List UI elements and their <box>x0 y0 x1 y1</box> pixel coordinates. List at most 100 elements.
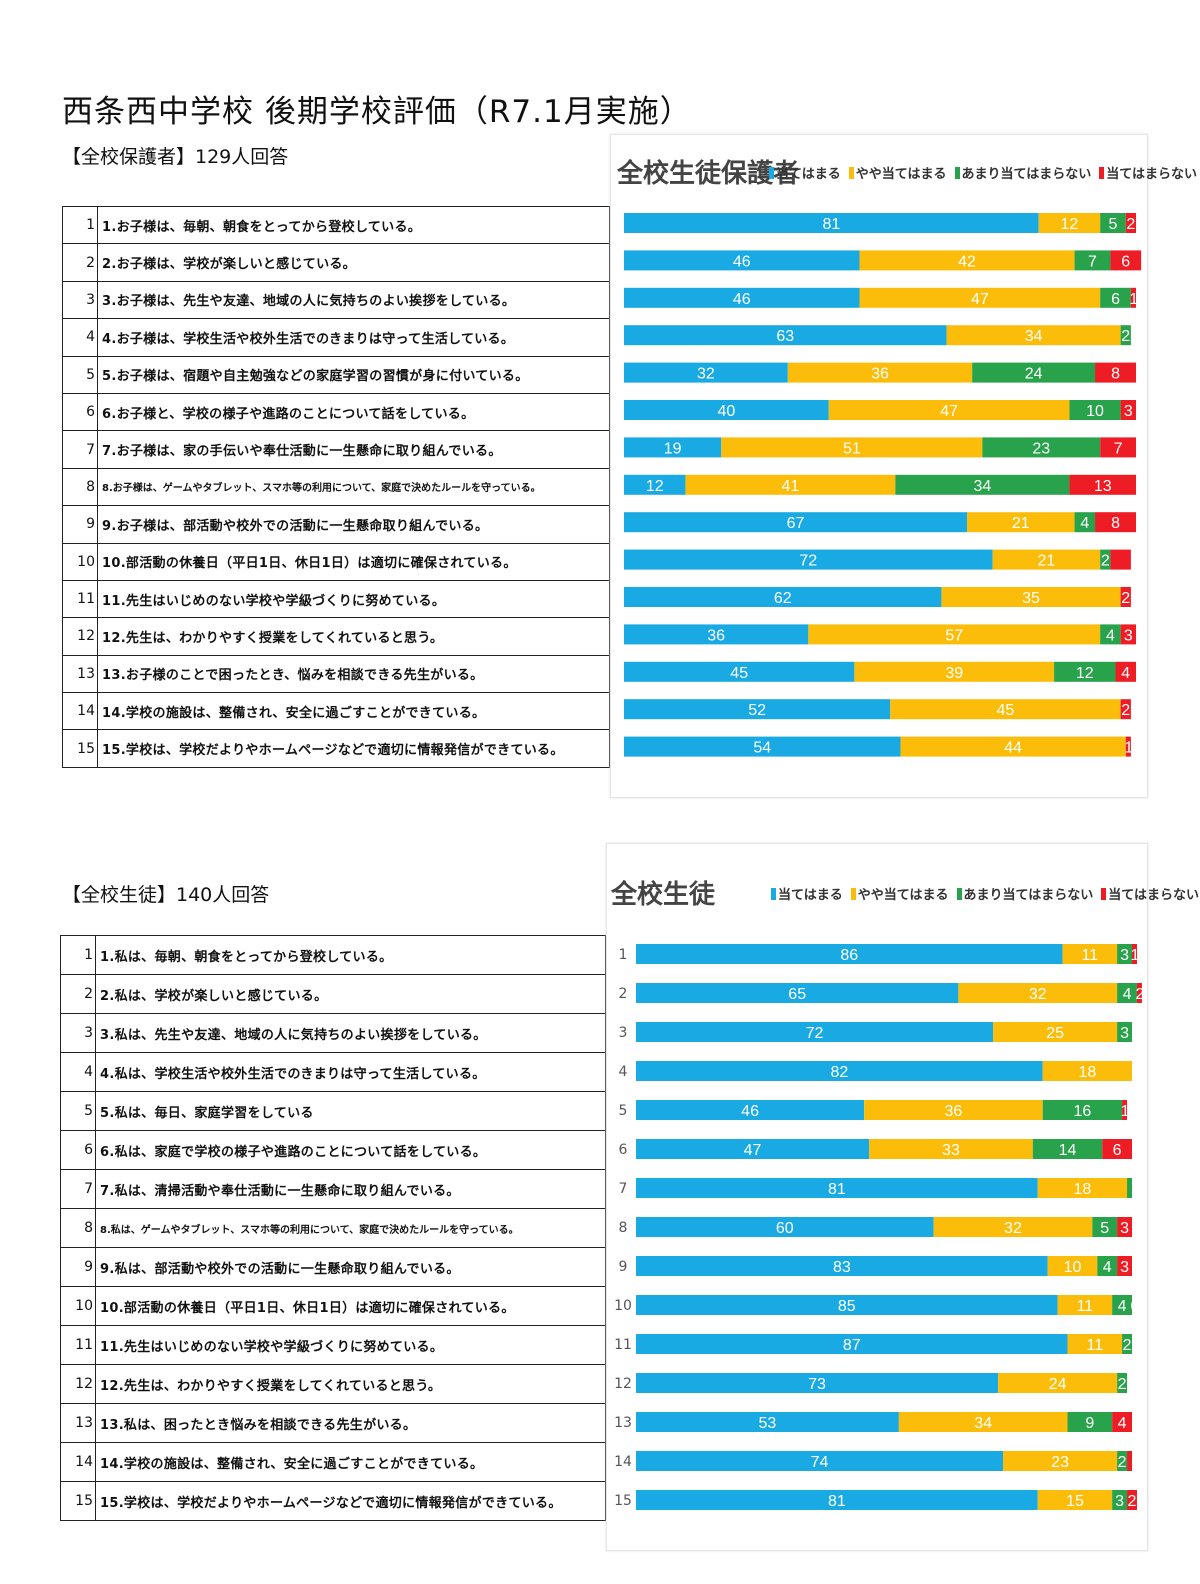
category-label: 11 <box>614 1337 632 1353</box>
bar-segment <box>1092 1217 1118 1237</box>
data-label: 14 <box>1059 1142 1077 1159</box>
category-label: 9 <box>619 1259 628 1275</box>
bar-segment <box>1042 1061 1132 1081</box>
table-row: 15 15.学校は、学校だよりやホームページなどで適切に情報発信ができている。 <box>60 1481 606 1521</box>
data-label: 46 <box>733 253 751 270</box>
question-number: 15 <box>60 1481 96 1521</box>
question-text: 11.先生はいじめのない学校や学級づくりに努めている。 <box>97 579 610 619</box>
bar-segment <box>1067 1334 1123 1354</box>
data-label: 47 <box>744 1142 762 1159</box>
question-text: 12.先生は、わかりやすく授業をしてくれていると思う。 <box>97 617 610 656</box>
bar-segment <box>1112 1295 1132 1315</box>
bar-segment <box>1057 1295 1113 1315</box>
bar-segment <box>624 699 891 720</box>
data-label: 34 <box>1025 328 1043 345</box>
bar-segment <box>1122 1100 1128 1120</box>
question-number: 12 <box>62 617 98 656</box>
table-row: 10 10.部活動の休養日（平日1日、休日1日）は適切に確保されている。 <box>62 542 610 581</box>
data-label: 7 <box>1114 440 1123 457</box>
data-label: 18 <box>1078 1064 1096 1081</box>
table-row: 3 3.私は、先生や友達、地域の人に気持ちのよい挨拶をしている。 <box>60 1013 606 1053</box>
bar-segment <box>898 1412 1068 1432</box>
question-number: 6 <box>62 392 98 432</box>
parents-chart-svg: 81 12 5 246 42 7 646 47 6 163 34 232 36 24 840 47 10 319 5… <box>624 213 1142 757</box>
legend-label: やや当てはまる <box>855 167 947 182</box>
bar-segment <box>946 325 1121 346</box>
bar-segment <box>624 736 901 757</box>
data-label: 67 <box>787 515 805 532</box>
question-text: 2.私は、学校が楽しいと感じている。 <box>95 974 606 1014</box>
bar-segment <box>787 362 973 383</box>
data-label: 12 <box>1061 216 1079 233</box>
bar-segment <box>992 549 1101 570</box>
table-row: 14 14.学校の施設は、整備され、安全に過ごすことができている。 <box>62 692 610 731</box>
data-label: 72 <box>806 1025 824 1042</box>
parents-chart-panel: 全校生徒保護者 当てはまる やや当てはまる あまり当てはまらない 当てはまらない 81… <box>610 134 1197 798</box>
question-text: 2.お子様は、学校が楽しいと感じている。 <box>97 243 610 282</box>
table-row: 15 15.学校は、学校だよりやホームページなどで適切に情報発信ができている。 <box>62 729 610 768</box>
table-row: 8 8.私は、ゲームやタブレット、スマホ等の利用について、家庭で決めたルールを守っ… <box>60 1208 606 1248</box>
question-text: 12.先生は、わかりやすく授業をしてくれていると思う。 <box>95 1364 606 1404</box>
question-text: 6.私は、家庭で学校の様子や進路のことについて話をしている。 <box>95 1130 606 1170</box>
data-label: 2 <box>1126 216 1135 233</box>
table-row: 13 13.私は、困ったとき悩みを相談できる先生がいる。 <box>60 1403 606 1443</box>
bar-segment <box>624 587 942 607</box>
data-label: 81 <box>828 1181 846 1198</box>
bar-segment <box>859 250 1075 271</box>
question-number: 7 <box>62 430 98 469</box>
legend-swatch <box>954 166 960 179</box>
question-text: 11.先生はいじめのない学校や学級づくりに努めている。 <box>95 1325 606 1365</box>
data-label: 85 <box>838 1298 856 1315</box>
data-label: 57 <box>945 627 963 644</box>
data-label: 12 <box>1076 665 1094 682</box>
data-label: 62 <box>774 590 792 607</box>
data-label: 2 <box>1136 986 1145 1003</box>
data-label: 54 <box>753 740 771 757</box>
bar-segment <box>624 474 686 495</box>
question-text: 4.お子様は、学校生活や校外生活でのきまりは守って生活している。 <box>97 318 610 357</box>
question-text: 5.お子様は、宿題や自主勉強などの家庭学習の習慣が身に付いている。 <box>97 355 610 394</box>
table-row: 2 2.私は、学校が楽しいと感じている。 <box>60 974 606 1014</box>
bar-segment <box>828 400 1070 420</box>
bar-segment <box>636 1490 1038 1510</box>
data-label: 47 <box>971 291 989 308</box>
bar-segment <box>1127 1490 1137 1510</box>
bar-segment <box>1127 1451 1132 1471</box>
bar-segment <box>624 661 855 682</box>
bar-segment <box>1100 624 1121 645</box>
data-label: 32 <box>1029 986 1047 1003</box>
table-row: 12 12.先生は、わかりやすく授業をしてくれていると思う。 <box>60 1364 606 1404</box>
question-number: 10 <box>62 542 98 581</box>
question-number: 11 <box>62 579 98 619</box>
question-text: 7.私は、清掃活動や奉仕活動に一生懸命に取り組んでいる。 <box>95 1169 606 1209</box>
bar-segment <box>1125 213 1136 233</box>
data-label: 8 <box>1111 515 1120 532</box>
category-label: 2 <box>619 986 628 1002</box>
bar-segment <box>636 1451 1004 1471</box>
category-label: 7 <box>619 1181 628 1197</box>
category-label: 4 <box>619 1064 628 1080</box>
bar-segment <box>941 587 1121 607</box>
data-label: 86 <box>840 947 858 964</box>
data-label: 63 <box>776 328 794 345</box>
data-label: 4 <box>1118 1415 1127 1432</box>
question-text: 15.学校は、学校だよりやホームページなどで適切に情報発信ができている。 <box>95 1481 606 1521</box>
category-label: 15 <box>614 1493 632 1509</box>
bar-segment <box>1117 944 1132 964</box>
bar-segment <box>1095 362 1136 383</box>
legend-label: 当てはまらない <box>1108 888 1199 903</box>
data-label: 32 <box>1004 1220 1022 1237</box>
table-row: 12 12.先生は、わかりやすく授業をしてくれていると思う。 <box>62 617 610 656</box>
parents-question-table: 1 1.お子様は、毎朝、朝食をとってから登校している。 2 2.お子様は、学校が楽しい… <box>62 205 610 768</box>
bar-segment <box>1120 400 1136 420</box>
data-label: 65 <box>788 986 806 1003</box>
bar-segment <box>636 1295 1058 1315</box>
question-number: 13 <box>60 1403 96 1443</box>
bar-segment <box>854 661 1055 682</box>
question-text: 8.お子様は、ゲームやタブレット、スマホ等の利用について、家庭で決めたルールを守… <box>97 467 610 507</box>
data-label: 6 <box>1111 291 1120 308</box>
data-label: 2 <box>1121 590 1130 607</box>
bar-segment <box>1120 624 1136 645</box>
bar-segment <box>972 362 1096 383</box>
question-number: 13 <box>62 654 98 694</box>
